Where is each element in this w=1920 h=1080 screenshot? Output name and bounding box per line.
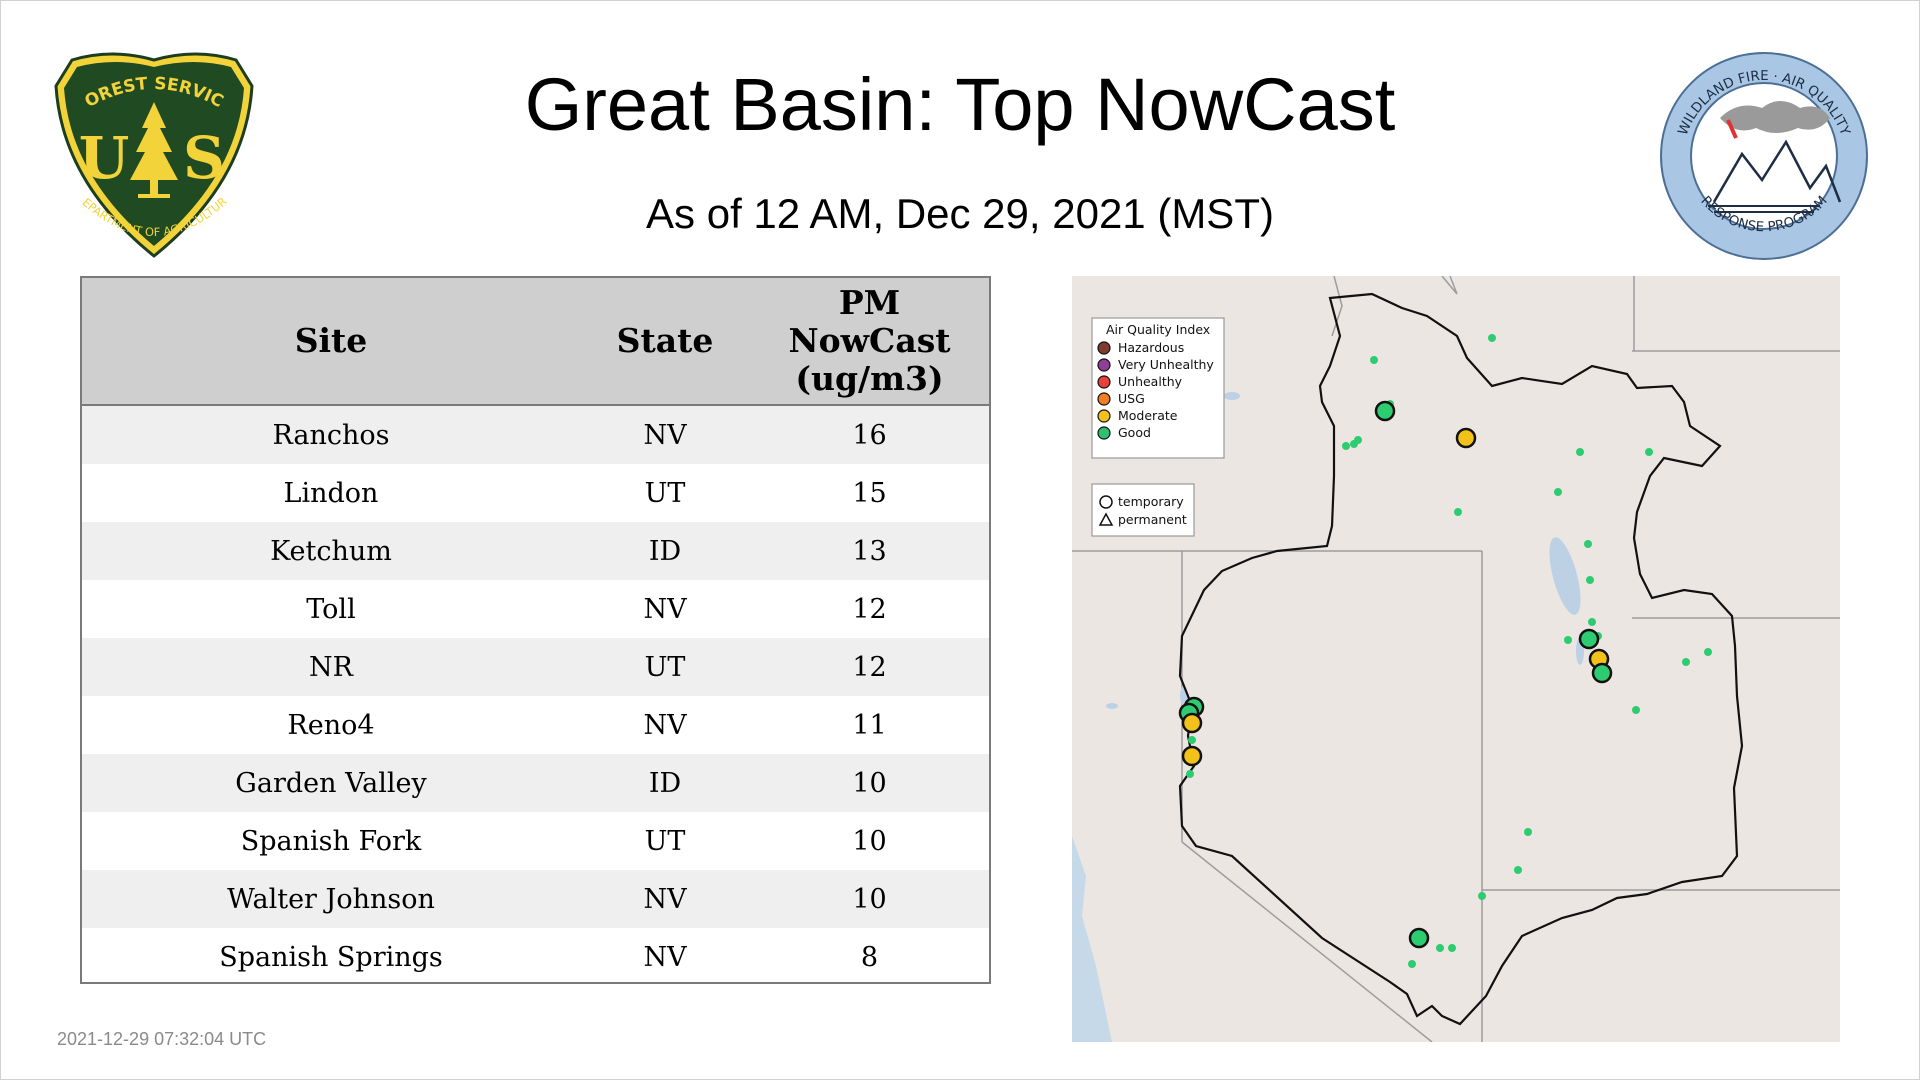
great-basin-boundary <box>1178 292 1744 1026</box>
pine-tree-icon <box>130 102 178 198</box>
aqi-unhealthy-swatch <box>1097 375 1111 389</box>
column-header-state: State <box>580 278 750 406</box>
cell-site: Garden Valley <box>82 754 580 812</box>
svg-text:U: U <box>79 124 130 192</box>
cell-value: 15 <box>750 464 989 522</box>
column-header-pm-line: (ug/m3) <box>795 359 944 398</box>
aqi-usg-swatch <box>1097 392 1111 406</box>
cell-state: UT <box>580 464 750 522</box>
cell-state: NV <box>580 580 750 638</box>
table-header-row: Site State PM NowCast (ug/m3) <box>82 278 989 406</box>
column-header-pm-nowcast: PM NowCast (ug/m3) <box>750 278 989 406</box>
aqi-moderate-swatch <box>1097 409 1111 423</box>
air-quality-map[interactable]: Air Quality Index Hazardous Very Unhealth… <box>1072 276 1840 1042</box>
table-row: Lindon UT 15 <box>82 464 989 522</box>
cell-value: 13 <box>750 522 989 580</box>
table-row: Ketchum ID 13 <box>82 522 989 580</box>
column-header-pm-line: PM <box>838 283 901 322</box>
column-header-pm-line: NowCast <box>788 321 951 360</box>
cell-state: NV <box>580 928 750 982</box>
aqi-legend-label: Good <box>1118 425 1151 440</box>
aqi-legend-label: Moderate <box>1118 408 1178 423</box>
cell-value: 12 <box>750 580 989 638</box>
cell-site: Ranchos <box>82 405 580 464</box>
aqi-legend: Air Quality Index Hazardous Very Unhealth… <box>1091 317 1225 459</box>
cell-site: Ketchum <box>82 522 580 580</box>
cell-state: ID <box>580 522 750 580</box>
table-row: Spanish Fork UT 10 <box>82 812 989 870</box>
aqi-legend-label: USG <box>1118 391 1145 406</box>
svg-text:S: S <box>183 124 225 192</box>
circle-icon <box>1099 495 1113 509</box>
cell-site: Spanish Springs <box>82 928 580 982</box>
table-row: Spanish Springs NV 8 <box>82 928 989 982</box>
aqi-hazardous-swatch <box>1097 341 1111 355</box>
cell-site: NR <box>82 638 580 696</box>
cell-value: 16 <box>750 405 989 464</box>
cell-state: UT <box>580 812 750 870</box>
cell-value: 10 <box>750 812 989 870</box>
cell-value: 12 <box>750 638 989 696</box>
generated-timestamp: 2021-12-29 07:32:04 UTC <box>57 1029 267 1049</box>
aqi-good-swatch <box>1097 426 1111 440</box>
aqi-legend-title: Air Quality Index <box>1106 322 1210 337</box>
cell-value: 8 <box>750 928 989 982</box>
aqi-legend-label: Unhealthy <box>1118 374 1183 389</box>
aqi-legend-label: Very Unhealthy <box>1118 357 1214 372</box>
monitor-type-label: temporary <box>1118 494 1184 509</box>
large-monitors <box>1178 400 1613 949</box>
top-nowcast-table: Site State PM NowCast (ug/m3) Ranchos NV 1… <box>80 276 991 984</box>
cell-site: Reno4 <box>82 696 580 754</box>
cell-site: Lindon <box>82 464 580 522</box>
smoke-mountains-icon <box>1708 101 1842 213</box>
cell-state: NV <box>580 696 750 754</box>
table-row: Reno4 NV 11 <box>82 696 989 754</box>
cell-value: 11 <box>750 696 989 754</box>
aqi-very-unhealthy-swatch <box>1097 358 1111 372</box>
table-row: Ranchos NV 16 <box>82 405 989 464</box>
cell-site: Spanish Fork <box>82 812 580 870</box>
cell-site: Toll <box>82 580 580 638</box>
monitor-type-legend: temporary permanent <box>1091 483 1195 537</box>
map-ocean <box>1072 836 1112 1042</box>
monitor-type-label: permanent <box>1118 512 1187 527</box>
page-subtitle: As of 12 AM, Dec 29, 2021 (MST) <box>646 190 1274 237</box>
triangle-icon <box>1098 512 1114 526</box>
cell-state: NV <box>580 405 750 464</box>
cell-value: 10 <box>750 870 989 928</box>
page-title: Great Basin: Top NowCast <box>524 63 1396 146</box>
cell-state: NV <box>580 870 750 928</box>
aqi-legend-label: Hazardous <box>1118 340 1184 355</box>
cell-site: Walter Johnson <box>82 870 580 928</box>
cell-state: UT <box>580 638 750 696</box>
table-row: NR UT 12 <box>82 638 989 696</box>
table-row: Garden Valley ID 10 <box>82 754 989 812</box>
wildland-fire-air-quality-logo: WILDLAND FIRE · AIR QUALITY RESPONSE PRO… <box>1660 52 1868 260</box>
cell-value: 10 <box>750 754 989 812</box>
table-row: Toll NV 12 <box>82 580 989 638</box>
column-header-site: Site <box>82 278 580 406</box>
cell-state: ID <box>580 754 750 812</box>
forest-service-logo: FOREST SERVICE U S DEPARTMENT OF AGRICUL… <box>50 52 254 258</box>
table-row: Walter Johnson NV 10 <box>82 870 989 928</box>
small-good-monitors <box>1186 334 1712 968</box>
